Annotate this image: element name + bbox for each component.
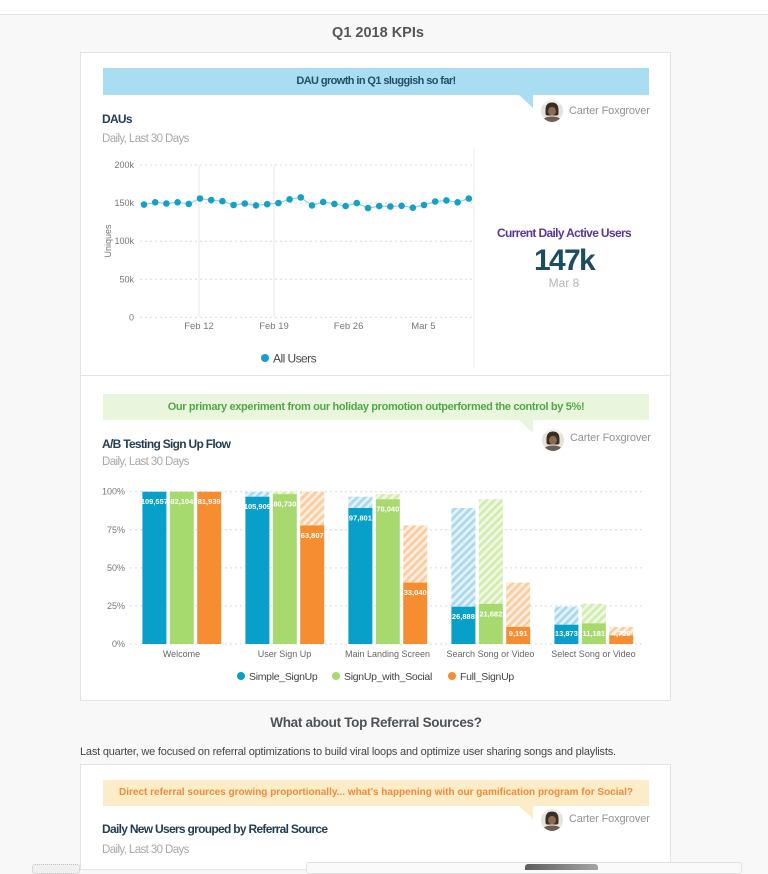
svg-text:Feb 26: Feb 26 [334, 321, 364, 332]
svg-text:Feb 19: Feb 19 [259, 321, 289, 332]
svg-text:109,557: 109,557 [141, 497, 168, 506]
svg-text:82,104: 82,104 [170, 497, 194, 506]
svg-text:26,888: 26,888 [452, 612, 475, 621]
svg-text:97,801: 97,801 [349, 514, 372, 523]
svg-text:81,939: 81,939 [198, 497, 221, 506]
svg-text:78,040: 78,040 [376, 505, 399, 514]
svg-text:Welcome: Welcome [163, 649, 200, 659]
svg-text:11,181: 11,181 [583, 629, 606, 638]
svg-text:0: 0 [129, 312, 134, 322]
svg-text:13,873: 13,873 [555, 629, 578, 638]
svg-text:Main Landing Screen: Main Landing Screen [345, 649, 430, 659]
svg-text:SignUp_with_Social: SignUp_with_Social [344, 671, 432, 683]
svg-text:Feb 12: Feb 12 [184, 321, 214, 332]
svg-text:Select Song or Video: Select Song or Video [551, 649, 635, 659]
svg-text:100k: 100k [114, 236, 134, 246]
svg-text:100%: 100% [102, 487, 125, 497]
svg-text:4,720: 4,720 [612, 629, 631, 638]
svg-text:25%: 25% [107, 601, 125, 611]
svg-text:200k: 200k [114, 160, 134, 170]
svg-text:Uniques: Uniques [103, 224, 113, 258]
svg-text:User Sign Up: User Sign Up [258, 649, 312, 659]
svg-text:Search Song or Video: Search Song or Video [447, 649, 535, 659]
svg-text:80,730: 80,730 [273, 500, 296, 509]
svg-text:Full_SignUp: Full_SignUp [460, 671, 514, 683]
svg-text:105,909: 105,909 [244, 502, 271, 511]
svg-text:50k: 50k [119, 274, 134, 284]
svg-text:75%: 75% [107, 525, 125, 535]
svg-text:Simple_SignUp: Simple_SignUp [249, 671, 318, 683]
svg-text:All Users: All Users [273, 352, 317, 366]
svg-text:150k: 150k [114, 198, 134, 208]
svg-text:33,040: 33,040 [404, 588, 427, 597]
svg-text:Mar 5: Mar 5 [411, 321, 435, 332]
svg-text:9,191: 9,191 [509, 629, 528, 638]
svg-text:63,807: 63,807 [301, 531, 324, 540]
svg-text:50%: 50% [107, 563, 125, 573]
svg-text:21,682: 21,682 [479, 609, 502, 618]
svg-text:0%: 0% [112, 639, 125, 649]
